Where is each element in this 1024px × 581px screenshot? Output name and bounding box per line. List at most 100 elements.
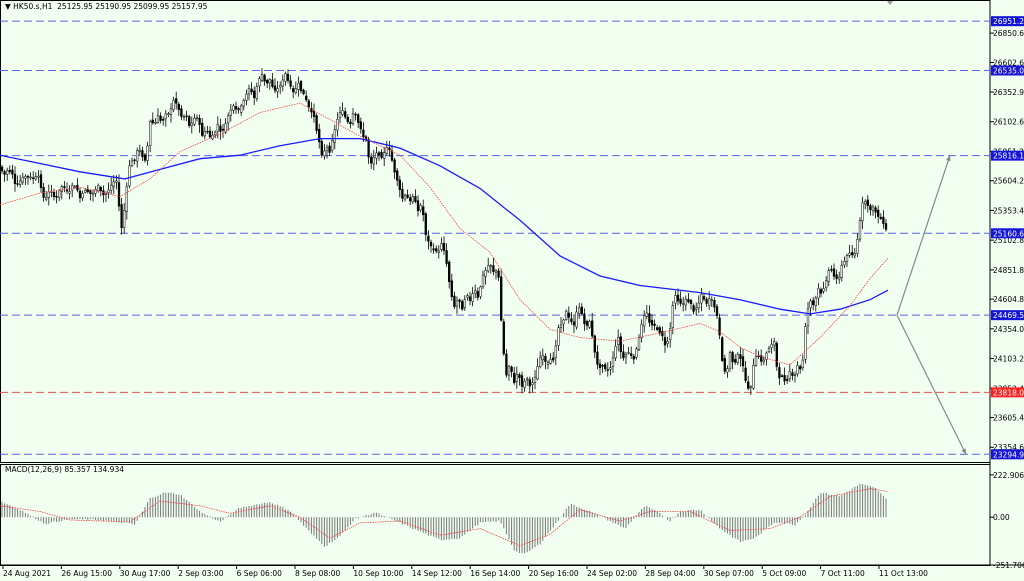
candle-body (697, 302, 700, 309)
candle-body (203, 131, 206, 137)
candle-body (240, 105, 243, 113)
candle-body (284, 73, 287, 82)
candle-body (463, 299, 466, 308)
candle-body (531, 382, 534, 385)
candle-body (427, 235, 430, 242)
candle-body (442, 243, 446, 251)
candle-body (268, 79, 271, 84)
candle-body (375, 152, 378, 159)
candle-body (583, 313, 586, 325)
candle-body (770, 343, 773, 348)
candle-body (814, 297, 817, 306)
level-price-badge (991, 449, 1024, 460)
candle-body (359, 121, 362, 130)
candle-body (6, 170, 9, 175)
candle-body (455, 300, 459, 307)
level-price-label: 25816.19 (993, 152, 1024, 161)
candle-body (637, 337, 641, 350)
level-price-label: 26951.26 (993, 17, 1024, 26)
candle-body (736, 354, 739, 363)
candle-body (559, 324, 563, 328)
candle-body (773, 341, 776, 346)
candle-body (801, 359, 804, 368)
candle-body (440, 243, 443, 250)
candle-body (856, 239, 859, 254)
price-tick-label: 25353.40 (993, 206, 1024, 215)
candle-body (432, 248, 435, 251)
candle-body (848, 252, 851, 256)
level-price-label: 23294.97 (993, 450, 1024, 459)
candle-body (687, 299, 690, 303)
level-price-label: 24469.58 (993, 311, 1024, 320)
candle-body (201, 123, 204, 136)
candle-body (806, 308, 810, 326)
candle-body (229, 109, 232, 116)
candle-body (767, 348, 771, 353)
candle-body (874, 207, 877, 213)
candle-body (466, 295, 469, 298)
candle-body (130, 160, 134, 167)
candle-body (869, 205, 872, 211)
candle-body (520, 375, 524, 387)
candle-body (622, 351, 625, 359)
candle-body (424, 213, 427, 236)
price-tick-label: 23605.40 (993, 414, 1024, 423)
candle-body (208, 130, 212, 138)
candle-body (336, 119, 339, 131)
candle-body (877, 209, 880, 217)
candle-body (175, 98, 178, 104)
candle-body (406, 194, 409, 198)
candle-body (370, 156, 373, 164)
candle-body (305, 95, 308, 101)
candle-body (385, 147, 388, 154)
candle-body (177, 103, 180, 110)
candle-body (419, 205, 422, 211)
candle-body (487, 265, 490, 272)
candle-body (221, 128, 225, 131)
price-tick-label: 24103.20 (993, 355, 1024, 364)
candle-body (494, 270, 498, 273)
candle-body (461, 301, 464, 310)
candle-body (754, 356, 758, 366)
candle-body (84, 190, 87, 193)
candle-body (835, 274, 838, 279)
candle-body (99, 186, 102, 192)
candle-body (643, 315, 646, 327)
candle-body (778, 367, 781, 379)
candle-body (32, 177, 35, 180)
candle-body (143, 154, 147, 161)
candle-body (255, 86, 258, 99)
candle-body (474, 290, 477, 294)
candle-body (292, 88, 295, 93)
candle-body (786, 379, 789, 381)
candle-body (593, 335, 596, 353)
candle-body (198, 118, 201, 125)
candle-body (45, 197, 48, 200)
collapse-triangle-icon[interactable]: ▼ (5, 2, 11, 11)
candle-body (458, 299, 461, 302)
candle-body (167, 113, 170, 115)
projection-arrow-line (896, 314, 967, 455)
candle-body (684, 298, 687, 306)
time-tick-label: 16 Sep 14:00 (470, 569, 520, 578)
candle-body (812, 300, 815, 306)
candle-body (237, 108, 240, 111)
candle-body (788, 371, 791, 379)
candle-body (658, 327, 661, 334)
candle-body (546, 362, 550, 365)
time-tick-label: 10 Sep 10:00 (353, 569, 403, 578)
candle-body (611, 357, 615, 367)
candle-body (393, 159, 396, 173)
candle-body (721, 337, 724, 361)
candle-body (65, 189, 69, 192)
candle-body (260, 74, 264, 81)
candle-body (858, 220, 862, 240)
candle-body (557, 327, 560, 346)
candle-body (575, 311, 578, 328)
candle-body (752, 364, 755, 389)
candle-body (822, 288, 825, 292)
candle-body (843, 261, 846, 266)
candle-body (549, 359, 552, 364)
